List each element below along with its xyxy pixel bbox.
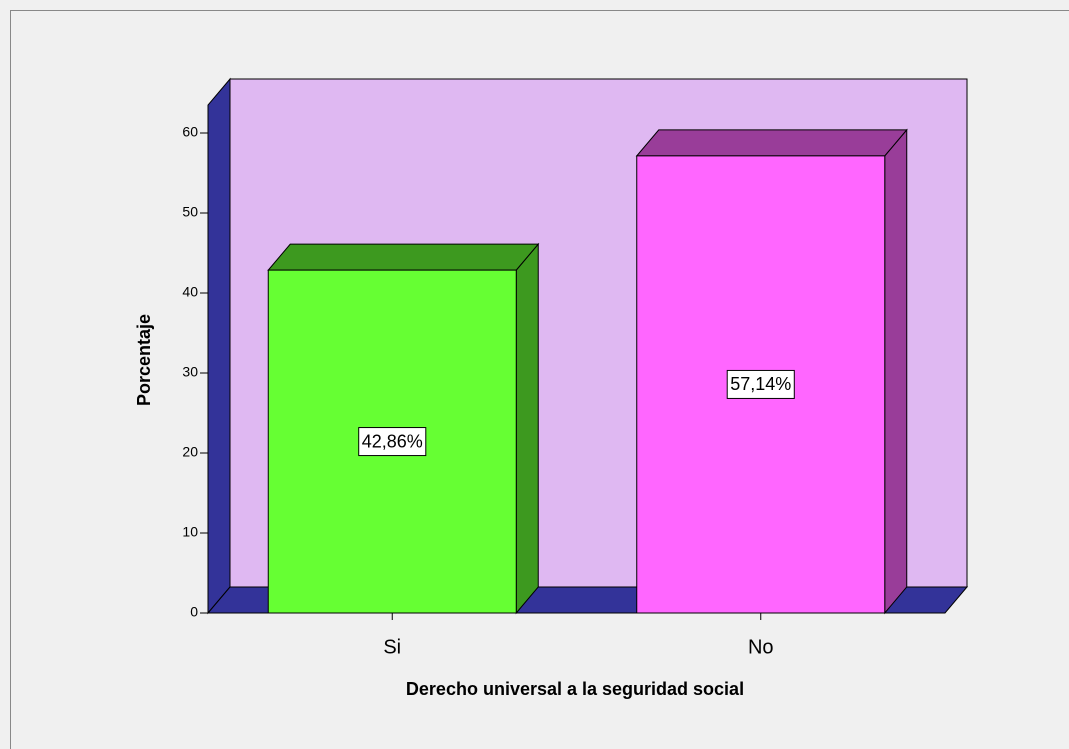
bar-side [515,242,539,615]
y-tick-label: 0 [190,604,198,620]
bar-top [635,129,908,157]
x-tick-label: Si [383,636,401,658]
y-tick-label: 40 [182,284,198,300]
y-tick-label: 50 [182,204,198,220]
value-label-box [358,427,427,457]
x-tick-label: No [748,636,774,658]
y-tick-label: 30 [182,364,198,380]
value-label-box [726,369,795,399]
value-label: 42,86% [362,431,423,451]
y-tick-label: 10 [182,524,198,540]
y-axis-title: Porcentaje [134,314,154,406]
y-tick-label: 60 [182,124,198,140]
value-label: 57,14% [730,374,791,394]
left-wall [207,77,231,615]
bar-top [267,243,540,271]
bar-side [884,128,908,615]
y-tick-label: 20 [182,444,198,460]
x-axis-title: Derecho universal a la seguridad social [406,679,744,699]
